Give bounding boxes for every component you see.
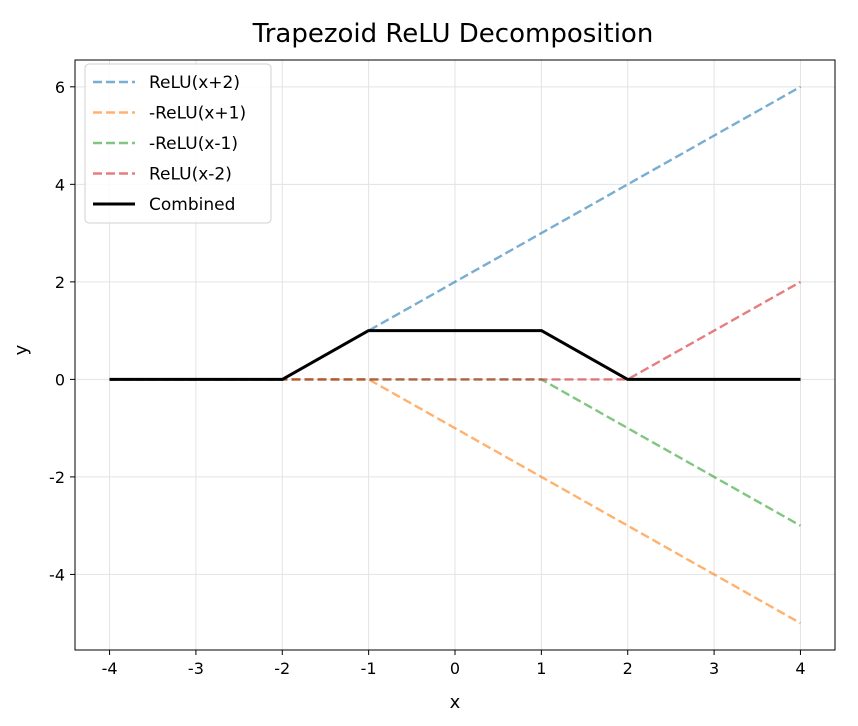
- x-axis-label: x: [450, 692, 461, 713]
- x-tick-label: 3: [709, 659, 719, 678]
- legend: ReLU(x+2) -ReLU(x+1) -ReLU(x-1) ReLU(x-2) Co…: [84, 63, 272, 224]
- legend-label: ReLU(x-2): [149, 165, 232, 185]
- series-layer: [109, 85, 802, 625]
- y-axis-label: y: [11, 344, 32, 355]
- x-tick-label: 2: [623, 659, 633, 678]
- x-tick-label: 4: [795, 659, 805, 678]
- series-line-5: [109, 329, 801, 381]
- y-tick-label: 2: [55, 273, 65, 292]
- x-tick-label: -3: [188, 659, 204, 678]
- legend-label: ReLU(x+2): [149, 73, 240, 93]
- legend-label: -ReLU(x+1): [149, 104, 246, 124]
- legend-box: [84, 63, 272, 224]
- y-tick-label: -4: [49, 565, 65, 584]
- axis-ticks: -4 -3 -2 -1 0 1 2 3 4 -4 -2 0 2 4 6: [49, 78, 806, 678]
- x-tick-label: -4: [102, 659, 118, 678]
- chart-title: Trapezoid ReLU Decomposition: [252, 19, 654, 49]
- x-tick-label: 0: [450, 659, 460, 678]
- x-tick-label: -2: [274, 659, 290, 678]
- y-tick-label: 6: [55, 78, 65, 97]
- y-tick-label: -2: [49, 468, 65, 487]
- x-tick-label: -1: [361, 659, 377, 678]
- y-tick-label: 0: [55, 370, 65, 389]
- x-tick-label: 1: [536, 659, 546, 678]
- legend-items: ReLU(x+2) -ReLU(x+1) -ReLU(x-1) ReLU(x-2) Co…: [93, 73, 246, 215]
- legend-label: -ReLU(x-1): [149, 134, 238, 154]
- legend-label: Combined: [149, 195, 235, 215]
- y-tick-label: 4: [55, 175, 65, 194]
